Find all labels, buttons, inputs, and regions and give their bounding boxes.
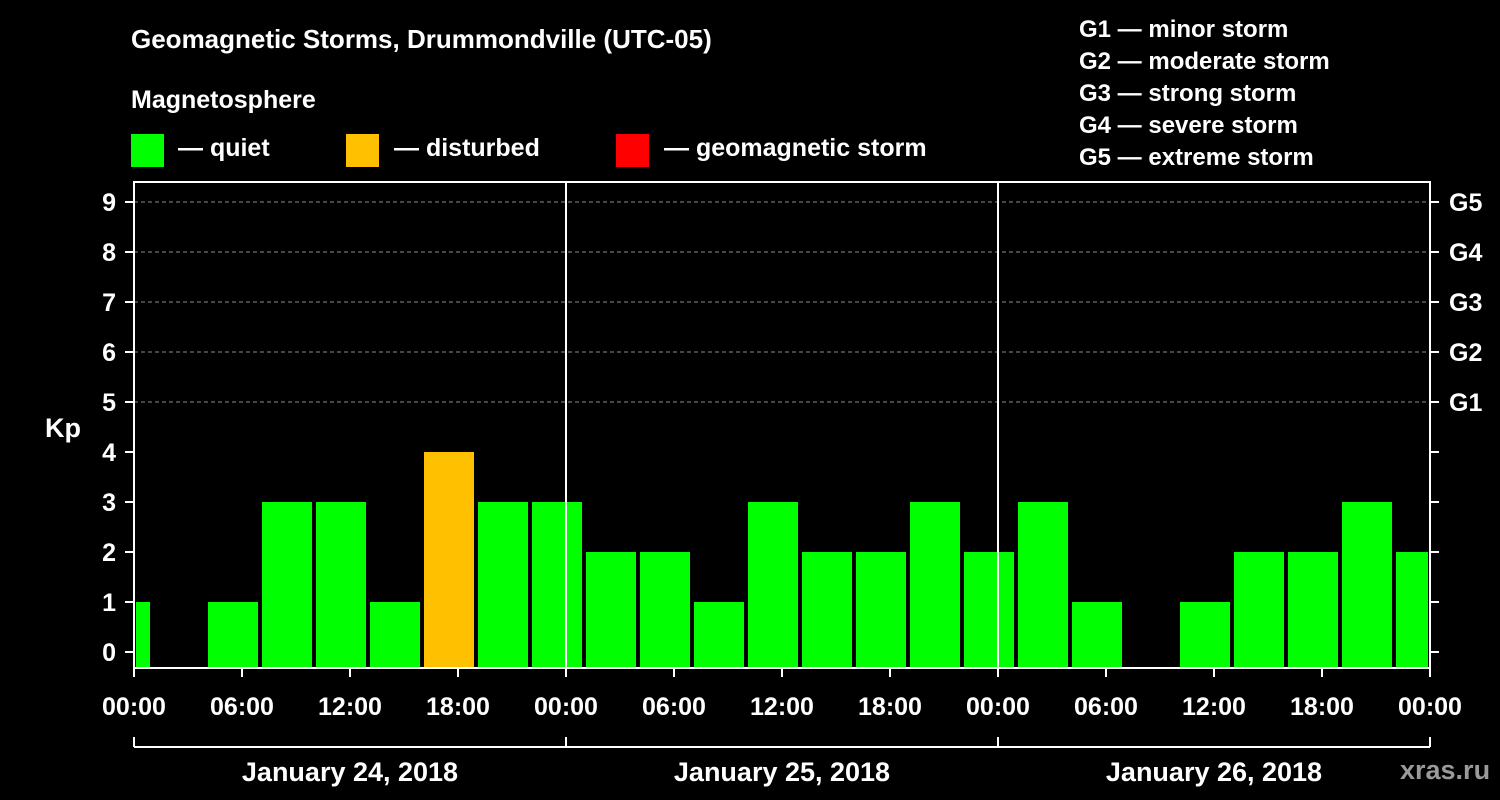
- x-tick-label-5: 06:00: [642, 693, 706, 721]
- y-tick-label-2: 2: [102, 539, 116, 567]
- x-tick-label-6: 12:00: [750, 693, 814, 721]
- y-tick-label-3: 3: [102, 489, 116, 517]
- y-tick-label-6: 6: [102, 339, 116, 367]
- storm-level-g2: G2 — moderate storm: [1079, 48, 1330, 75]
- kp-bar-4: [370, 602, 420, 668]
- legend-swatch-quiet: [131, 134, 164, 167]
- y-tick-label-4: 4: [102, 439, 116, 467]
- x-tick-label-0: 00:00: [102, 693, 166, 721]
- y-tick-label-5: 5: [102, 389, 116, 417]
- kp-bar-17: [1072, 602, 1122, 668]
- kp-bar-14: [910, 502, 960, 668]
- storm-level-g5: G5 — extreme storm: [1079, 144, 1314, 171]
- day-label-0: January 24, 2018: [242, 757, 458, 787]
- kp-bar-0: [136, 602, 150, 668]
- kp-bar-11: [748, 502, 798, 668]
- kp-bar-8: [586, 552, 636, 668]
- right-label-g3: G3: [1449, 289, 1482, 317]
- x-tick-label-8: 00:00: [966, 693, 1030, 721]
- x-tick-label-9: 06:00: [1074, 693, 1138, 721]
- x-tick-label-2: 12:00: [318, 693, 382, 721]
- kp-bar-15: [964, 552, 1014, 668]
- day-label-1: January 25, 2018: [674, 757, 890, 787]
- day-label-2: January 26, 2018: [1106, 757, 1322, 787]
- right-label-g4: G4: [1449, 239, 1482, 267]
- kp-bar-13: [856, 552, 906, 668]
- legend-label-disturbed: — disturbed: [394, 134, 540, 162]
- kp-bar-2: [262, 502, 312, 668]
- chart-title: Geomagnetic Storms, Drummondville (UTC-0…: [131, 24, 712, 54]
- y-axis-label: Kp: [45, 413, 81, 443]
- kp-bar-22: [1396, 552, 1428, 668]
- kp-bar-21: [1342, 502, 1392, 668]
- kp-bar-5: [424, 452, 474, 668]
- watermark: xras.ru: [1400, 755, 1491, 785]
- kp-bar-7: [532, 502, 582, 668]
- x-tick-label-1: 06:00: [210, 693, 274, 721]
- storm-level-g1: G1 — minor storm: [1079, 16, 1289, 43]
- y-tick-label-7: 7: [102, 289, 116, 317]
- kp-bar-20: [1288, 552, 1338, 668]
- kp-bar-18: [1180, 602, 1230, 668]
- y-tick-label-0: 0: [102, 639, 116, 667]
- kp-bar-1: [208, 602, 258, 668]
- storm-level-g3: G3 — strong storm: [1079, 80, 1297, 107]
- y-tick-label-8: 8: [102, 239, 116, 267]
- kp-bar-3: [316, 502, 366, 668]
- x-tick-label-11: 18:00: [1290, 693, 1354, 721]
- x-tick-label-4: 00:00: [534, 693, 598, 721]
- x-tick-label-12: 00:00: [1398, 693, 1462, 721]
- kp-bar-6: [478, 502, 528, 668]
- right-label-g5: G5: [1449, 189, 1482, 217]
- legend-swatch-disturbed: [346, 134, 379, 167]
- magnetosphere-label: Magnetosphere: [131, 86, 316, 114]
- kp-bar-10: [694, 602, 744, 668]
- x-tick-label-7: 18:00: [858, 693, 922, 721]
- legend-swatch-storm: [616, 134, 649, 167]
- kp-bar-16: [1018, 502, 1068, 668]
- kp-bar-9: [640, 552, 690, 668]
- kp-bar-19: [1234, 552, 1284, 668]
- legend-label-quiet: — quiet: [178, 134, 270, 162]
- y-tick-label-1: 1: [102, 589, 116, 617]
- right-label-g1: G1: [1449, 389, 1482, 417]
- y-tick-label-9: 9: [102, 189, 116, 217]
- kp-bar-12: [802, 552, 852, 668]
- x-tick-label-10: 12:00: [1182, 693, 1246, 721]
- legend-label-storm: — geomagnetic storm: [664, 134, 927, 162]
- x-tick-label-3: 18:00: [426, 693, 490, 721]
- right-label-g2: G2: [1449, 339, 1482, 367]
- storm-level-g4: G4 — severe storm: [1079, 112, 1298, 139]
